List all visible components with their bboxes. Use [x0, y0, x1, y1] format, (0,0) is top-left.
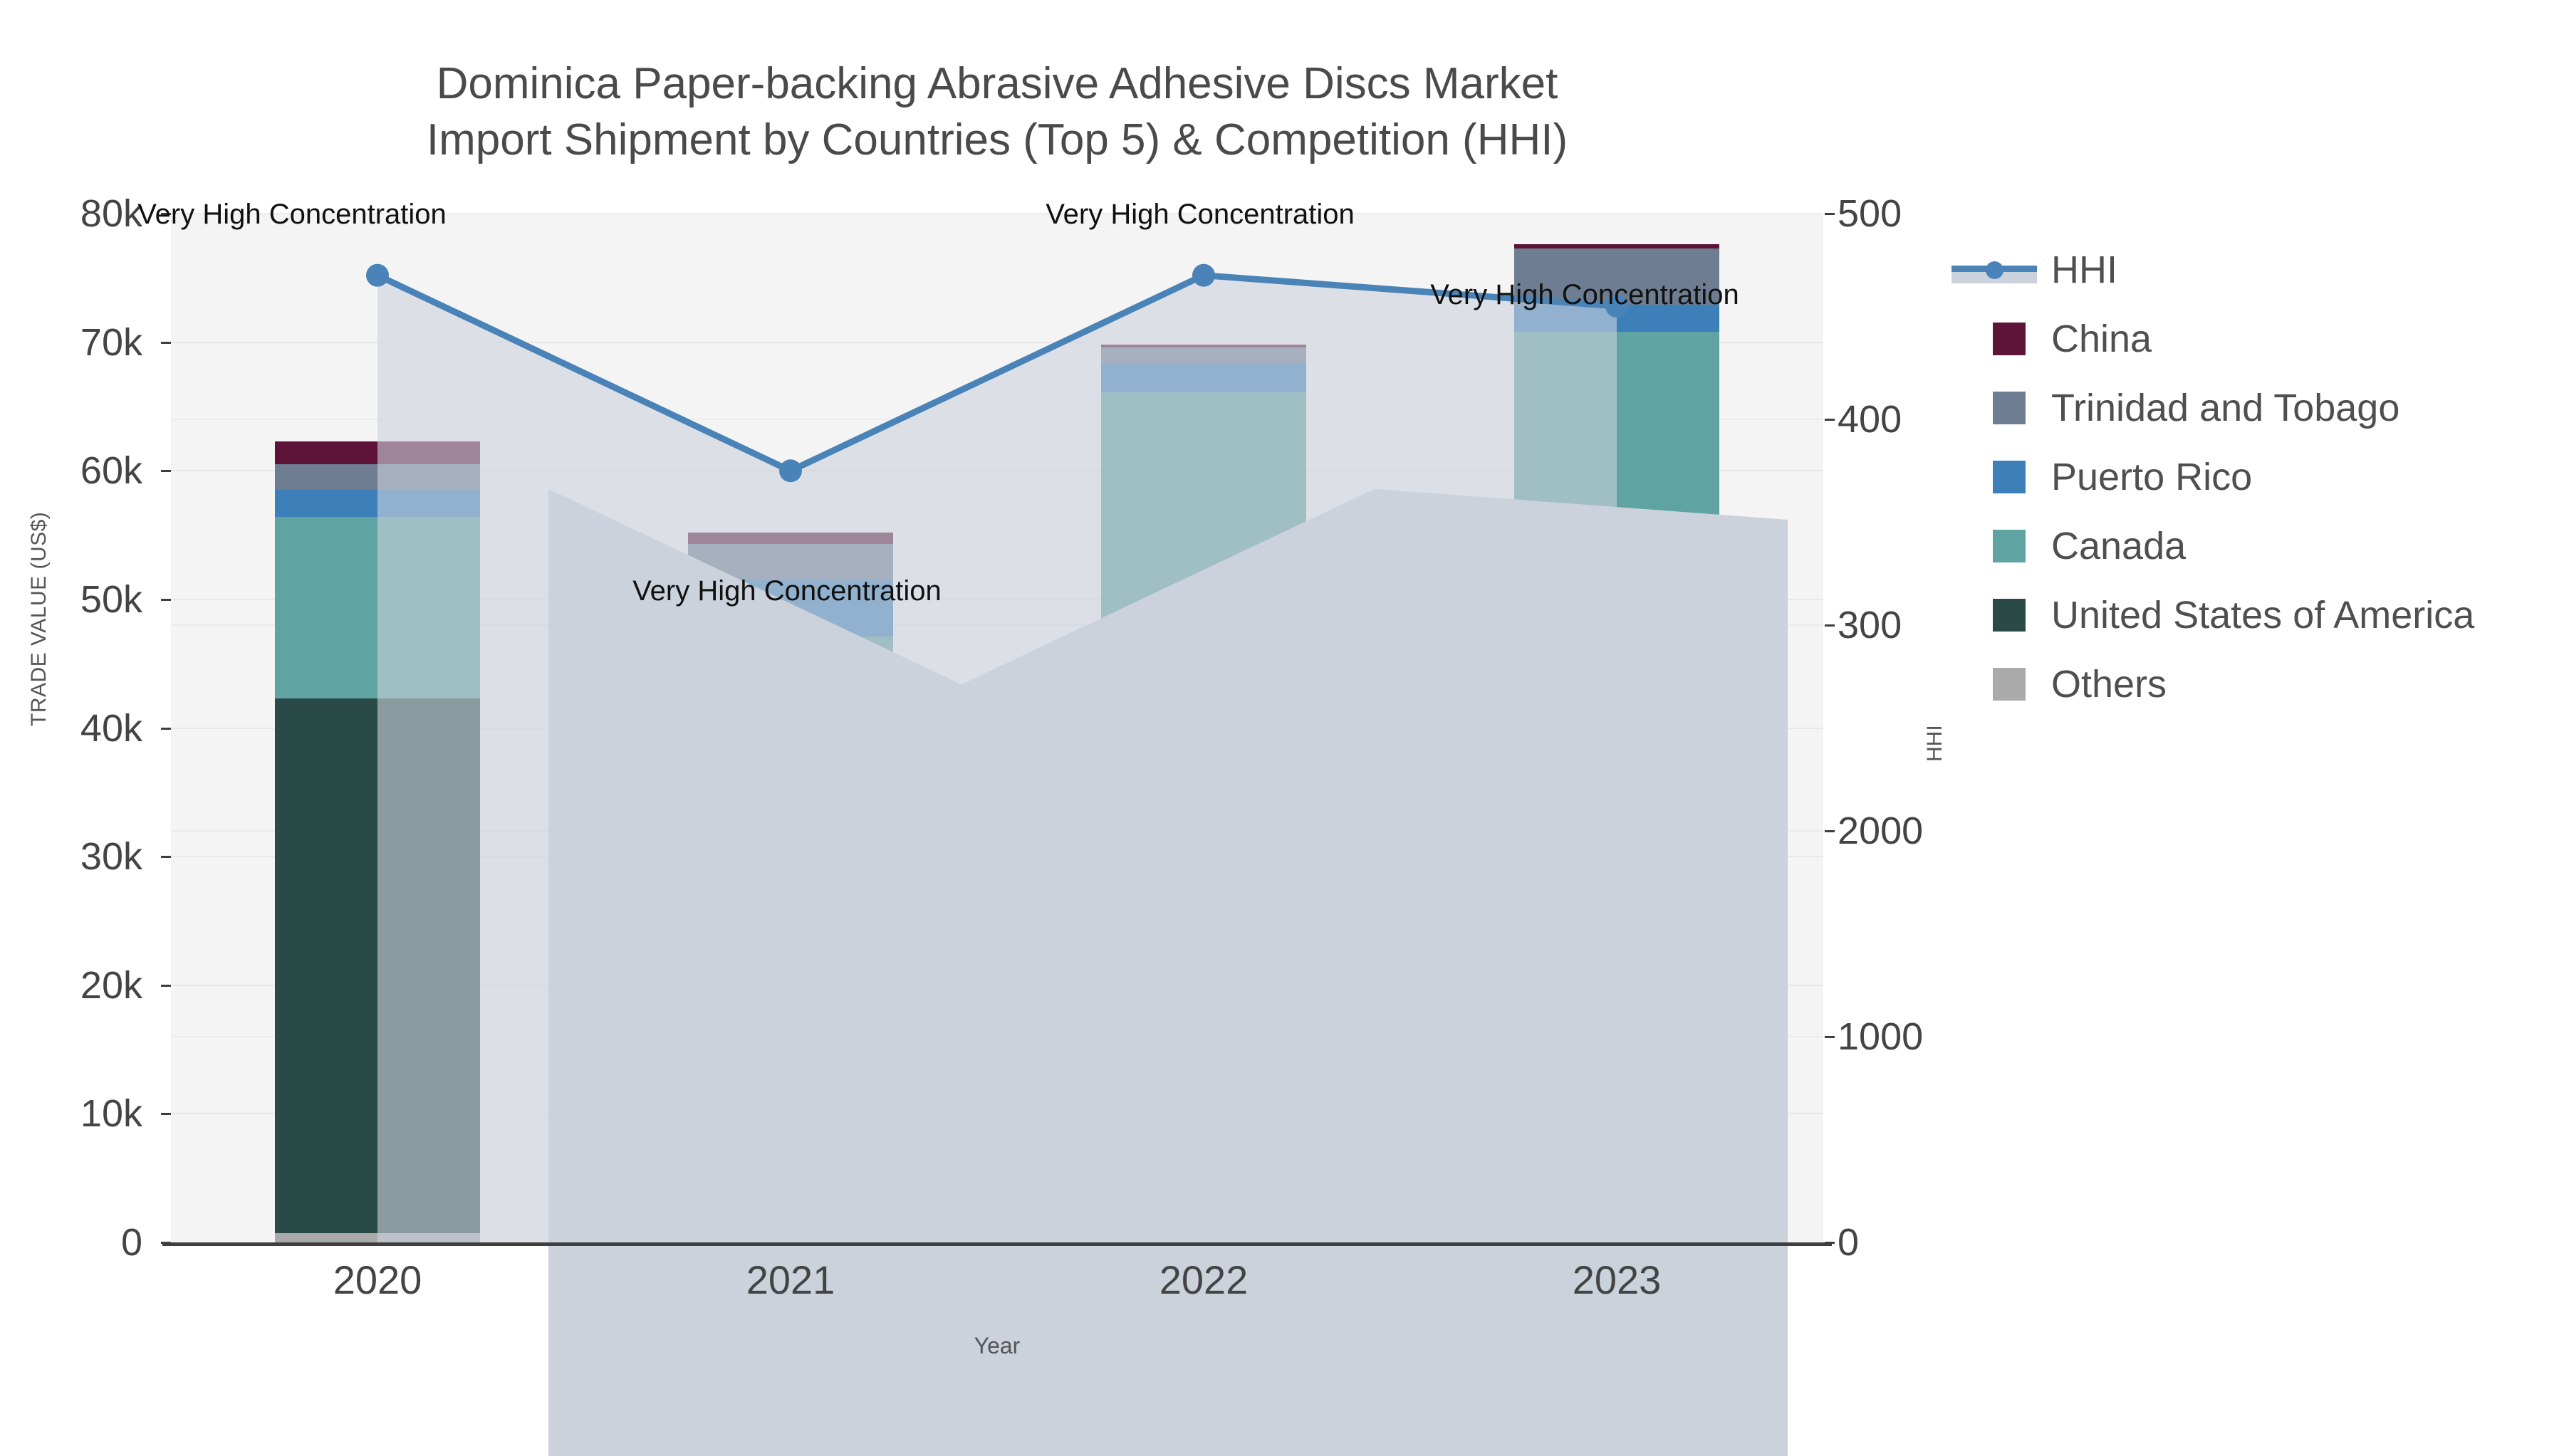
plot-area: [171, 213, 1823, 1456]
legend-item-united-states-of-america[interactable]: United States of America: [1951, 580, 2564, 649]
legend-color-swatch: [1993, 391, 2026, 424]
y-axis-left-tick-mark: [161, 341, 171, 344]
legend-item-puerto-rico[interactable]: Puerto Rico: [1951, 442, 2564, 511]
annotation-label: Very High Concentration: [632, 575, 942, 607]
hhi-data-point[interactable]: [1605, 295, 1628, 318]
y-axis-left-tick-mark: [161, 213, 171, 215]
legend-item-label: Canada: [2051, 524, 2187, 567]
y-axis-left-tick-mark: [161, 856, 171, 859]
legend-item-label: United States of America: [2051, 593, 2475, 637]
x-axis-tick-label: 2023: [1572, 1257, 1662, 1302]
hhi-area-overlay: [377, 275, 1617, 1242]
annotation-label: Very High Concentration: [1046, 198, 1355, 230]
y-axis-right: 0 1000 2000 300 400 500: [1838, 192, 2023, 1264]
legend-item-canada[interactable]: Canada: [1951, 511, 2564, 580]
legend-color-swatch: [1993, 598, 2026, 632]
legend-item-others[interactable]: Others: [1951, 649, 2564, 718]
legend-item-trinidad-and-tobago[interactable]: Trinidad and Tobago: [1951, 373, 2564, 442]
x-axis-line: [162, 1242, 1832, 1246]
legend-item-hhi[interactable]: HHI: [1951, 235, 2564, 304]
hhi-overlay: [366, 263, 1628, 1242]
y-axis-left-tick-label: 10k: [80, 1092, 142, 1136]
legend-color-swatch: [1993, 322, 2026, 355]
chart-title: Dominica Paper-backing Abrasive Adhesive…: [426, 59, 1568, 165]
y-axis-left-tick-label: 40k: [80, 706, 142, 750]
legend-color-swatch: [1993, 460, 2026, 493]
x-axis: 2020 2021 2022 2023: [171, 1257, 1823, 1314]
hhi-data-point[interactable]: [1192, 263, 1215, 287]
y-axis-right-tick-mark: [1825, 419, 1835, 421]
y-axis-left-label: TRADE VALUE (US$): [27, 511, 51, 726]
bar-segment-china: [1514, 244, 1719, 248]
y-axis-right-tick-mark: [1825, 624, 1835, 627]
legend-item-label: Trinidad and Tobago: [2051, 386, 2400, 429]
legend: HHI China Trinidad and Tobago Puerto Rico Ca…: [1951, 235, 2564, 718]
x-axis-tick-label: 2020: [333, 1257, 422, 1302]
legend-color-swatch: [1993, 667, 2026, 701]
legend-item-label: Others: [2051, 662, 2167, 706]
y-axis-left-tick-label: 60k: [80, 449, 142, 493]
y-axis-left-tick-mark: [161, 1242, 171, 1244]
y-axis-right-tick-label: 300: [1838, 604, 1902, 646]
hhi-data-point[interactable]: [779, 459, 802, 483]
legend-item-label: HHI: [2051, 248, 2117, 291]
y-axis-left-tick-mark: [161, 984, 171, 987]
y-axis-right-tick-mark: [1825, 213, 1835, 215]
legend-line-icon: [1951, 253, 2037, 286]
y-axis-left-tick-label: 80k: [80, 192, 142, 235]
hhi-line: [376, 272, 1617, 474]
x-axis-tick-label: 2022: [1159, 1257, 1249, 1302]
y-axis-right-tick-mark: [1825, 1242, 1835, 1244]
y-axis-right-tick-label: 0: [1838, 1221, 1860, 1264]
y-axis-left-tick-mark: [161, 727, 171, 730]
legend-color-swatch: [1993, 529, 2026, 562]
y-axis-left-tick-label: 30k: [80, 835, 142, 879]
y-axis-right-tick-label: 2000: [1838, 810, 1924, 852]
y-axis-left-tick-mark: [161, 598, 171, 601]
legend-line-part: [1986, 261, 2003, 279]
legend-item-china[interactable]: China: [1951, 304, 2564, 373]
y-axis-right-tick-label: 400: [1838, 398, 1902, 441]
y-axis-left-tick-label: 70k: [80, 320, 142, 364]
annotation-label: Very High Concentration: [1430, 279, 1739, 311]
y-axis-left-tick-label: 50k: [80, 577, 142, 621]
y-axis-left-tick-mark: [161, 1113, 171, 1116]
legend-item-label: Puerto Rico: [2051, 455, 2253, 498]
x-axis-label: Year: [974, 1333, 1021, 1358]
y-axis-right-tick-mark: [1825, 1036, 1835, 1038]
gridline: [171, 341, 1823, 343]
y-axis-left-tick-mark: [161, 470, 171, 473]
annotation-label: Very High Concentration: [137, 198, 447, 230]
gridline-secondary: [171, 213, 1823, 214]
hhi-data-point[interactable]: [366, 263, 389, 287]
y-axis-left-tick-label: 20k: [80, 963, 142, 1007]
y-axis-left-tick-label: 0: [120, 1221, 142, 1264]
y-axis-right-tick-mark: [1825, 830, 1835, 832]
y-axis-right-tick-label: 500: [1838, 192, 1902, 235]
legend-item-label: China: [2051, 317, 2152, 360]
y-axis-right-tick-label: 1000: [1838, 1015, 1924, 1058]
x-axis-tick-label: 2021: [746, 1257, 835, 1302]
y-axis-right-label: HHI: [1923, 725, 1947, 762]
y-axis-left: 0 10k 20k 30k 40k 50k 60k 70k 80k: [0, 192, 158, 1264]
